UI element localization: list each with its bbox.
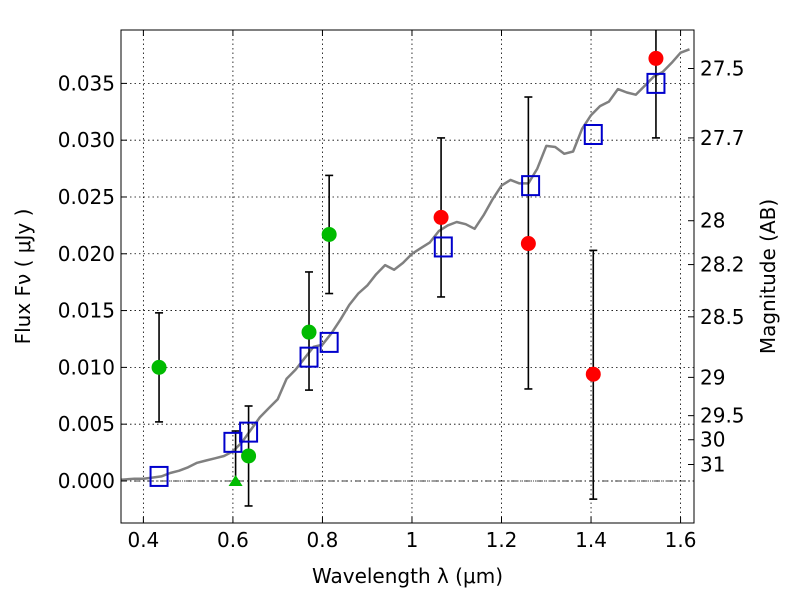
x-tick-label: 1.2 xyxy=(486,528,518,552)
circle-point xyxy=(321,226,337,242)
square-point xyxy=(646,72,666,94)
plot-frame xyxy=(120,29,695,524)
square-point xyxy=(239,421,259,443)
triangle-point xyxy=(228,474,243,486)
circle-point xyxy=(241,448,257,464)
x-tick-label: 1.4 xyxy=(575,528,607,552)
square-point xyxy=(521,175,541,197)
square-point xyxy=(433,236,453,258)
circle-point xyxy=(151,359,167,375)
mag-tick-label: 28.2 xyxy=(700,253,745,277)
y-axis-label: Flux Fν ( μJy ) xyxy=(11,209,35,345)
circle-point xyxy=(585,366,601,382)
mag-tick-label: 30 xyxy=(700,428,725,452)
x-tick-label: 1 xyxy=(406,528,419,552)
mag-tick-label: 28.5 xyxy=(700,305,745,329)
mag-tick-label: 27.5 xyxy=(700,57,745,81)
y-tick-label: 0.005 xyxy=(58,412,115,436)
model-spectrum-line xyxy=(120,48,690,482)
y-tick-label: 0.015 xyxy=(58,299,115,323)
mag-tick-label: 29 xyxy=(700,365,725,389)
y-tick-label: 0.035 xyxy=(58,71,115,95)
circle-point xyxy=(520,236,536,252)
y-tick-label: 0.025 xyxy=(58,185,115,209)
circle-point xyxy=(301,324,317,340)
x-tick-label: 0.8 xyxy=(307,528,339,552)
y-tick-label: 0.010 xyxy=(58,355,115,379)
data-markers xyxy=(149,50,666,487)
x-axis-label: Wavelength λ (μm) xyxy=(312,564,503,588)
model-spectrum xyxy=(120,48,690,482)
mag-tick-label: 31 xyxy=(700,452,725,476)
circle-point xyxy=(648,50,664,66)
square-point xyxy=(319,331,339,353)
circle-point xyxy=(433,209,449,225)
x-tick-label: 1.6 xyxy=(665,528,697,552)
axis-ticks: 0.4 0.6 0.8 1 1.2 1.4 1.6 0.000 0.005 0.010 0.015 0… xyxy=(58,30,745,552)
mag-tick-label: 27.7 xyxy=(700,126,745,150)
square-point xyxy=(149,465,169,487)
error-bars xyxy=(155,30,660,507)
y-tick-label: 0.030 xyxy=(58,128,115,152)
square-point xyxy=(583,124,603,146)
y-tick-label: 0.020 xyxy=(58,242,115,266)
x-tick-label: 0.6 xyxy=(217,528,249,552)
mag-tick-label: 29.5 xyxy=(700,404,745,428)
x-tick-label: 0.4 xyxy=(127,528,159,552)
mag-tick-label: 28 xyxy=(700,209,725,233)
grid xyxy=(121,30,694,523)
right-axis-label: Magnitude (AB) xyxy=(756,199,780,354)
square-point xyxy=(299,346,319,368)
y-tick-label: 0.000 xyxy=(58,469,115,493)
